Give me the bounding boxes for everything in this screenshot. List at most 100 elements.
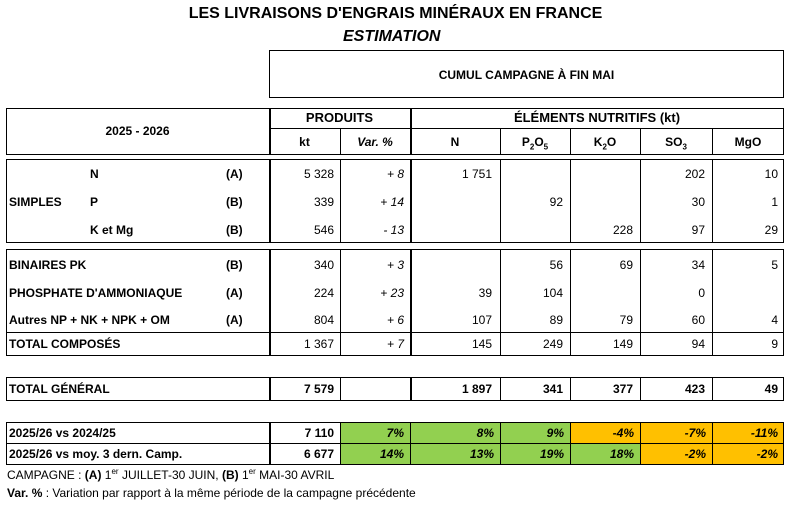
row-code: (B) [226, 223, 243, 237]
col-so3: SO3 [665, 135, 687, 152]
season-label: 2025 - 2026 [105, 124, 170, 138]
col-var: Var. % [357, 135, 393, 149]
cell-mgo: 10 [764, 167, 778, 181]
footnote-campagne: CAMPAGNE : (A) 1er JUILLET-30 JUIN, (B) … [7, 467, 335, 483]
cmp-cell-n [410, 423, 500, 443]
col-k2o: K2O [593, 135, 617, 152]
row-code: (B) [226, 195, 243, 209]
cell-so3: 94 [691, 337, 705, 351]
cell-so3: 202 [684, 167, 705, 181]
cell-kt: 546 [313, 223, 334, 237]
cell-k2o: -4% [612, 426, 634, 440]
cumul-header: CUMUL CAMPAGNE À FIN MAI [438, 68, 615, 82]
elements-header: ÉLÉMENTS NUTRITIFS (kt) [513, 110, 681, 125]
cmp-cell-so3 [640, 423, 712, 443]
cell-k2o: 79 [619, 313, 633, 327]
cell-so3: -2% [684, 447, 706, 461]
cell-var: + 14 [380, 195, 404, 209]
row-label: 2025/26 vs moy. 3 dern. Camp. [9, 447, 183, 461]
cmp-cell-p2o5 [500, 423, 570, 443]
col-mgo: MgO [734, 135, 762, 149]
row-label: BINAIRES PK [9, 258, 87, 272]
simples-label: SIMPLES [9, 195, 62, 209]
cell-var: + 3 [386, 258, 404, 272]
cell-k2o: 228 [612, 223, 633, 237]
cell-k2o: 149 [612, 337, 633, 351]
cell-n: 13% [469, 447, 494, 461]
cell-n: 39 [478, 286, 492, 300]
cell-k2o: 18% [609, 447, 634, 461]
row-label: P [90, 195, 99, 209]
cell-kt: 339 [313, 195, 334, 209]
col-kt: kt [299, 135, 310, 149]
cmp-cell-mgo [712, 423, 784, 443]
cell-mgo: 29 [764, 223, 778, 237]
cell-so3: -7% [684, 426, 706, 440]
cell-kt: 804 [313, 313, 334, 327]
cell-k2o: 377 [612, 382, 633, 396]
row-label: N [90, 167, 99, 181]
row-label: Autres NP + NK + NPK + OM [9, 313, 170, 327]
cmp-cell-mgo [712, 443, 784, 464]
cell-p2o5: 249 [542, 337, 563, 351]
cell-so3: 97 [691, 223, 705, 237]
cmp-cell-n [410, 443, 500, 464]
cmp-cell-so3 [640, 443, 712, 464]
cell-mgo: 9 [771, 337, 778, 351]
composes-block [6, 249, 784, 356]
col-n: N [450, 135, 460, 149]
cell-n: 1 897 [461, 382, 492, 396]
row-code: (A) [226, 286, 243, 300]
cell-p2o5: 92 [549, 195, 563, 209]
page-subtitle: ESTIMATION [343, 28, 441, 45]
cell-kt: 6 677 [303, 447, 334, 461]
cell-var: 14% [379, 447, 404, 461]
cell-var: + 23 [380, 286, 404, 300]
cell-mgo: 1 [771, 195, 778, 209]
cell-kt: 7 579 [303, 382, 334, 396]
cell-so3: 423 [684, 382, 705, 396]
cell-mgo: 5 [771, 258, 778, 272]
cell-n: 107 [471, 313, 492, 327]
cell-so3: 0 [698, 286, 705, 300]
cell-kt: 224 [313, 286, 334, 300]
cell-kt: 5 328 [303, 167, 334, 181]
cell-mgo: -11% [750, 426, 778, 440]
cmp-cell-k2o [570, 443, 640, 464]
cell-n: 8% [476, 426, 494, 440]
cell-var: + 8 [386, 167, 404, 181]
page-title: LES LIVRAISONS D'ENGRAIS MINÉRAUX EN FRA… [188, 5, 603, 22]
total-general-block [6, 377, 784, 401]
produits-header: PRODUITS [305, 110, 374, 125]
cumul-header-box [269, 50, 784, 98]
cell-mgo: 49 [764, 382, 778, 396]
cell-kt: 1 367 [303, 337, 334, 351]
cell-n: 1 751 [461, 167, 492, 181]
row-label: TOTAL GÉNÉRAL [9, 382, 110, 396]
row-code: (B) [226, 258, 243, 272]
cell-k2o: 69 [619, 258, 633, 272]
cmp-cell-var [340, 423, 410, 443]
col-p2o5: P2O5 [521, 135, 549, 152]
cell-p2o5: 19% [539, 447, 564, 461]
cmp-cell-var [340, 443, 410, 464]
cell-so3: 60 [691, 313, 705, 327]
cell-var: 7% [386, 426, 404, 440]
cell-mgo: 4 [771, 313, 778, 327]
row-code: (A) [226, 313, 243, 327]
cell-p2o5: 89 [549, 313, 563, 327]
cell-p2o5: 341 [542, 382, 563, 396]
cmp-cell-k2o [570, 423, 640, 443]
row-label: TOTAL COMPOSÉS [9, 337, 121, 351]
cell-p2o5: 104 [542, 286, 563, 300]
cell-p2o5: 9% [546, 426, 564, 440]
row-label: K et Mg [90, 223, 134, 237]
row-code: (A) [226, 167, 243, 181]
row-label: 2025/26 vs 2024/25 [9, 426, 116, 440]
footnote-var: Var. % : Variation par rapport à la même… [7, 486, 416, 500]
cell-var: + 7 [386, 337, 404, 351]
cell-so3: 30 [691, 195, 705, 209]
cell-mgo: -2% [756, 447, 778, 461]
cell-n: 145 [471, 337, 492, 351]
cell-p2o5: 56 [549, 258, 563, 272]
